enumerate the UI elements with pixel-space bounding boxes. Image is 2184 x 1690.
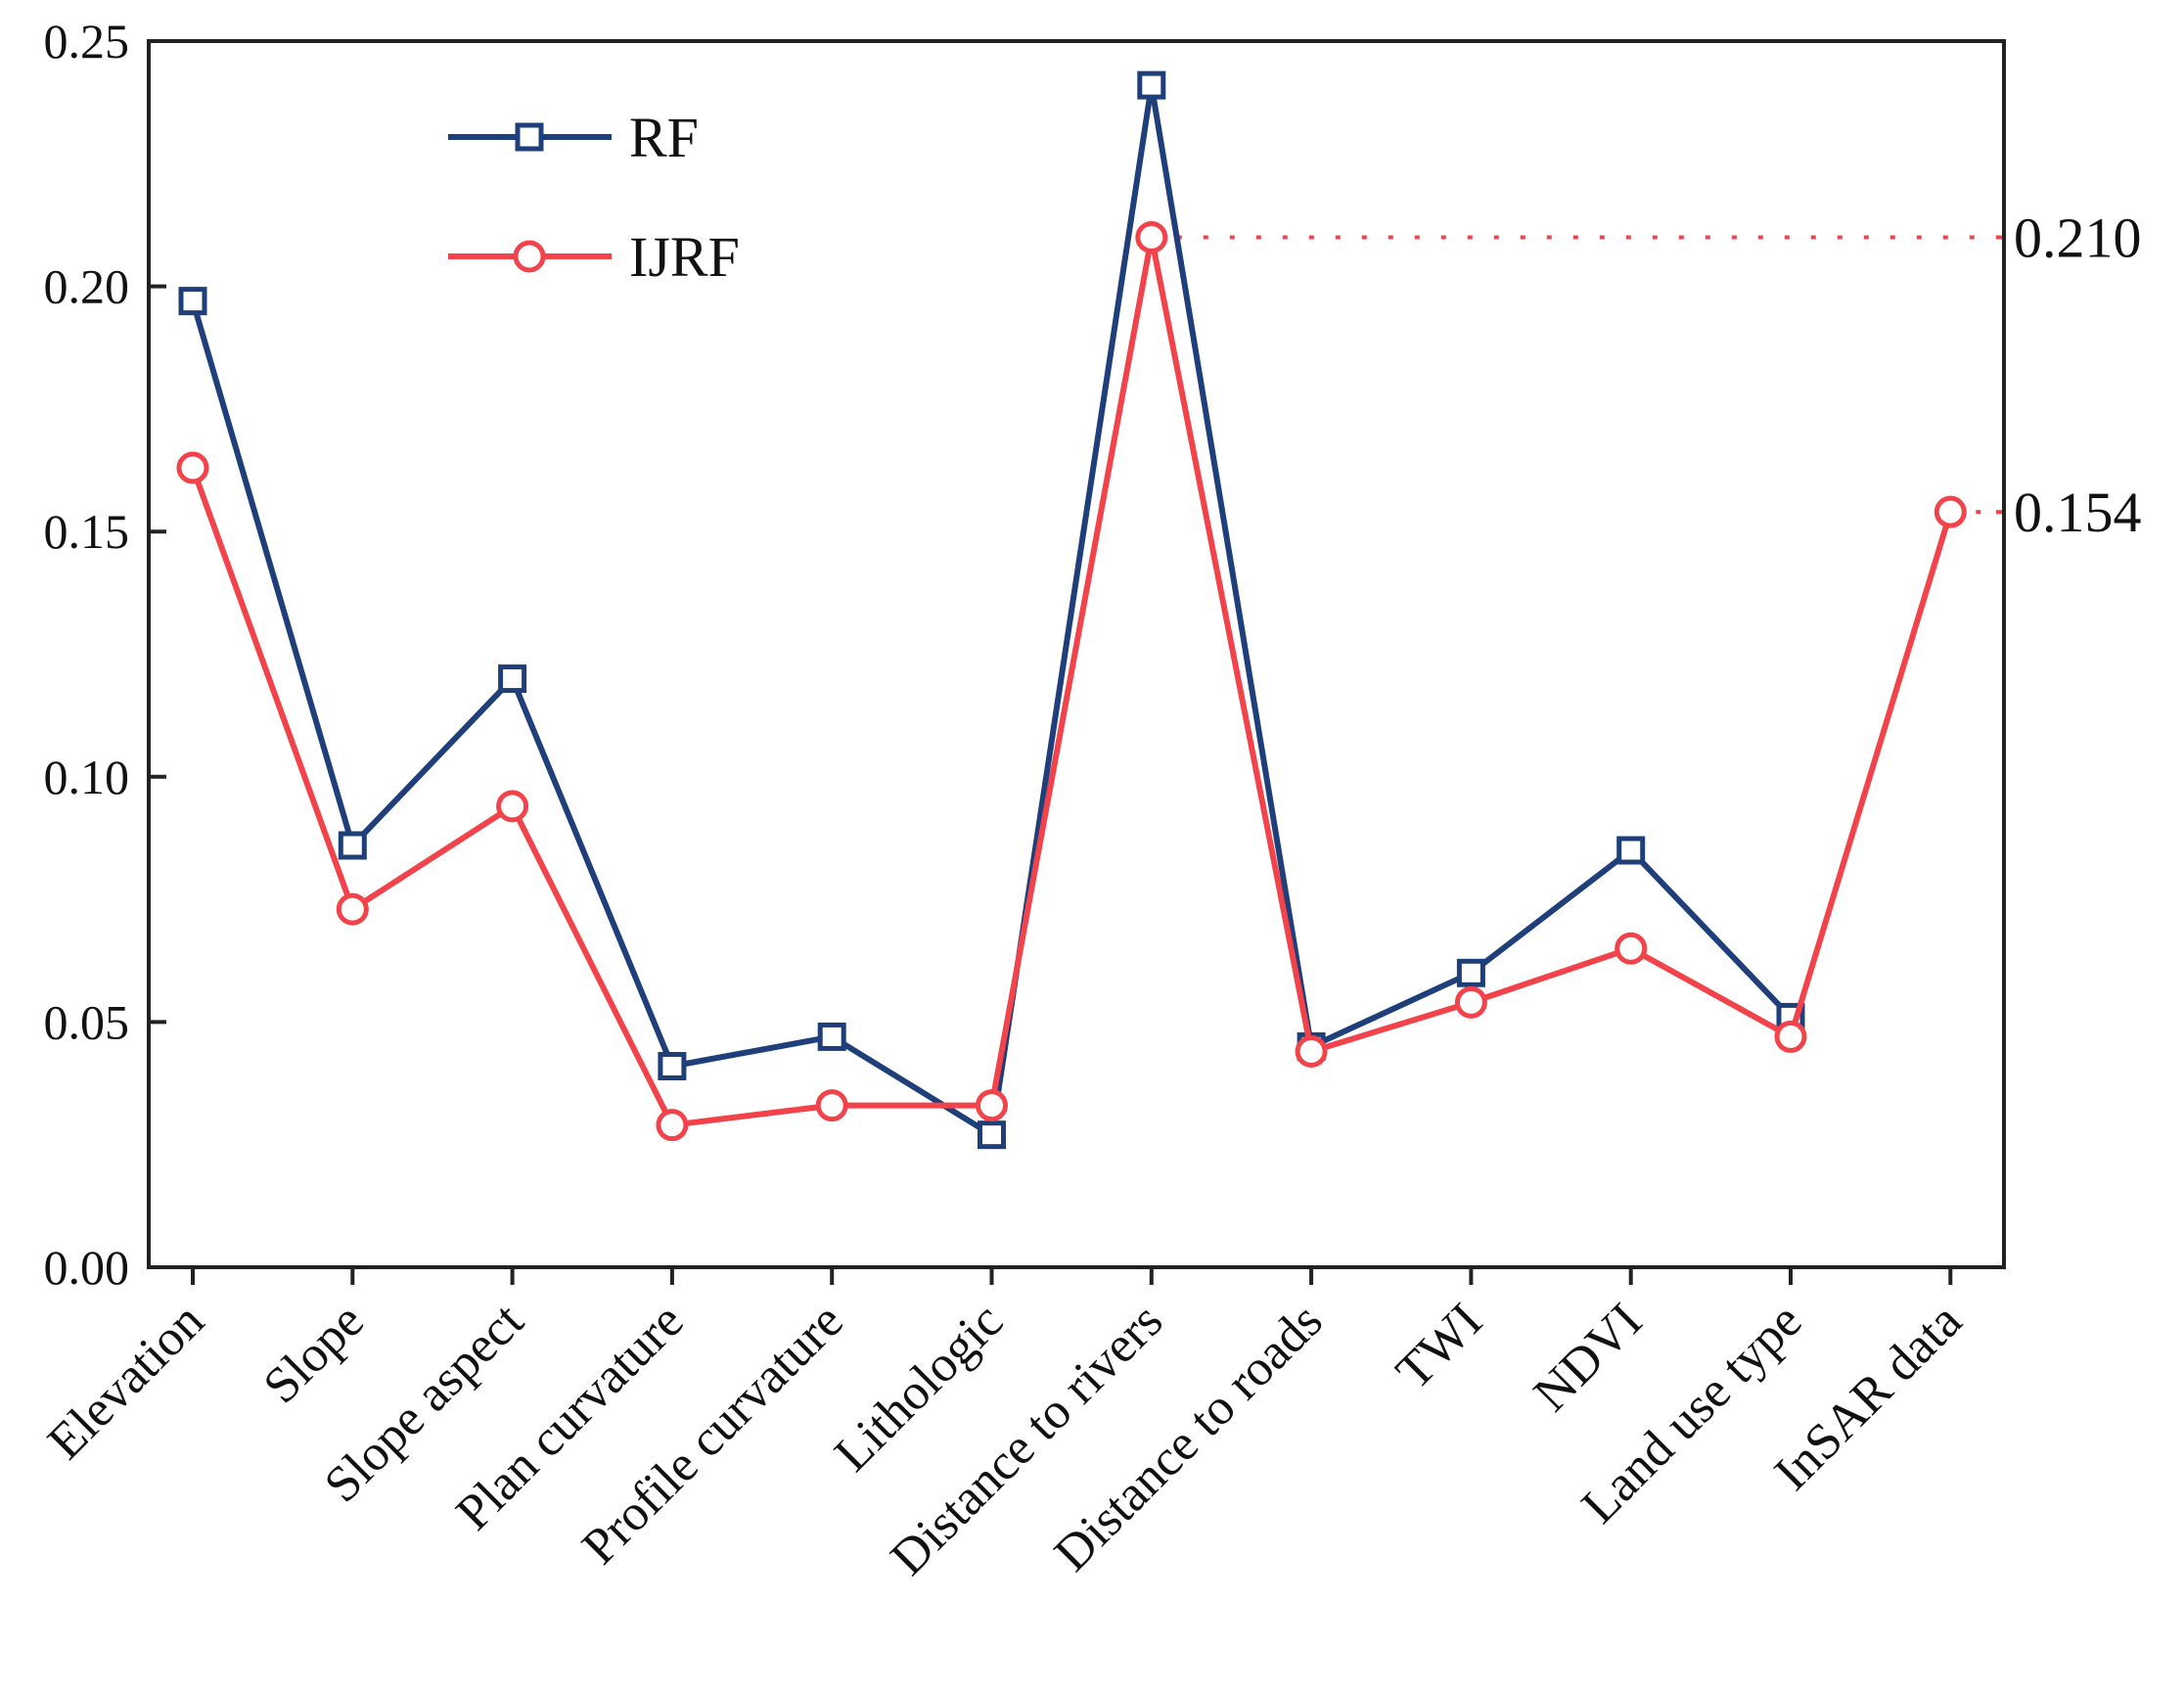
point-rf-twi — [1456, 958, 1485, 987]
legend: RF IJRF — [448, 106, 740, 289]
point-ijrf-profile-curvature — [815, 1089, 848, 1122]
y-tick-label: 0.00 — [44, 1240, 130, 1295]
legend-item-rf: RF — [448, 106, 699, 169]
point-rf-plan-curvature — [658, 1052, 687, 1081]
annotation-lines: 0.210 0.154 — [1176, 206, 2142, 544]
point-ijrf-insar-data — [1934, 495, 1967, 528]
point-rf-slope-aspect — [498, 664, 527, 694]
point-ijrf-slope-aspect — [496, 790, 529, 823]
x-tick-label-distance-to-roads: Distance to roads — [1044, 1293, 1334, 1582]
legend-item-ijrf: IJRF — [448, 225, 740, 289]
x-tick-label-elevation: Elevation — [37, 1293, 214, 1470]
y-tick-label: 0.15 — [44, 504, 130, 559]
y-tick-label: 0.20 — [44, 259, 130, 314]
plot-frame — [147, 39, 2006, 1269]
series-ijrf — [176, 220, 1967, 1142]
y-tick-label: 0.10 — [44, 750, 130, 804]
point-ijrf-plan-curvature — [656, 1109, 689, 1142]
point-ijrf-twi — [1454, 985, 1487, 1019]
series-rf — [178, 70, 1805, 1150]
point-rf-slope — [338, 831, 367, 860]
series-layer — [176, 70, 1967, 1150]
point-ijrf-distance-to-rivers — [1135, 220, 1168, 253]
legend-marker-rf — [515, 122, 544, 152]
point-ijrf-distance-to-roads — [1295, 1034, 1328, 1068]
annotation-label-0: 0.210 — [2014, 206, 2142, 269]
x-tick-label-ndvi: NDVI — [1524, 1293, 1653, 1422]
point-ijrf-slope — [336, 892, 369, 926]
y-tick-label: 0.25 — [44, 14, 130, 69]
point-rf-ndvi — [1616, 836, 1646, 865]
y-tick-label: 0.05 — [44, 994, 130, 1049]
point-rf-lithologic — [978, 1120, 1006, 1150]
x-tick-label-slope: Slope — [253, 1293, 375, 1414]
series-line-ijrf — [190, 234, 1954, 1128]
point-rf-distance-to-rivers — [1137, 70, 1166, 100]
legend-label-ijrf: IJRF — [629, 225, 740, 289]
point-rf-profile-curvature — [817, 1022, 846, 1051]
point-ijrf-lithologic — [976, 1089, 1008, 1122]
point-ijrf-land-use-type — [1774, 1020, 1807, 1053]
x-tick-label-distance-to-rivers: Distance to rivers — [881, 1293, 1174, 1586]
x-tick-label-twi: TWI — [1386, 1293, 1493, 1400]
point-rf-elevation — [178, 287, 207, 316]
legend-label-rf: RF — [629, 106, 699, 169]
point-ijrf-ndvi — [1615, 932, 1648, 965]
annotation-label-1: 0.154 — [2014, 480, 2142, 544]
legend-marker-ijrf — [513, 240, 546, 273]
point-ijrf-elevation — [176, 451, 209, 484]
